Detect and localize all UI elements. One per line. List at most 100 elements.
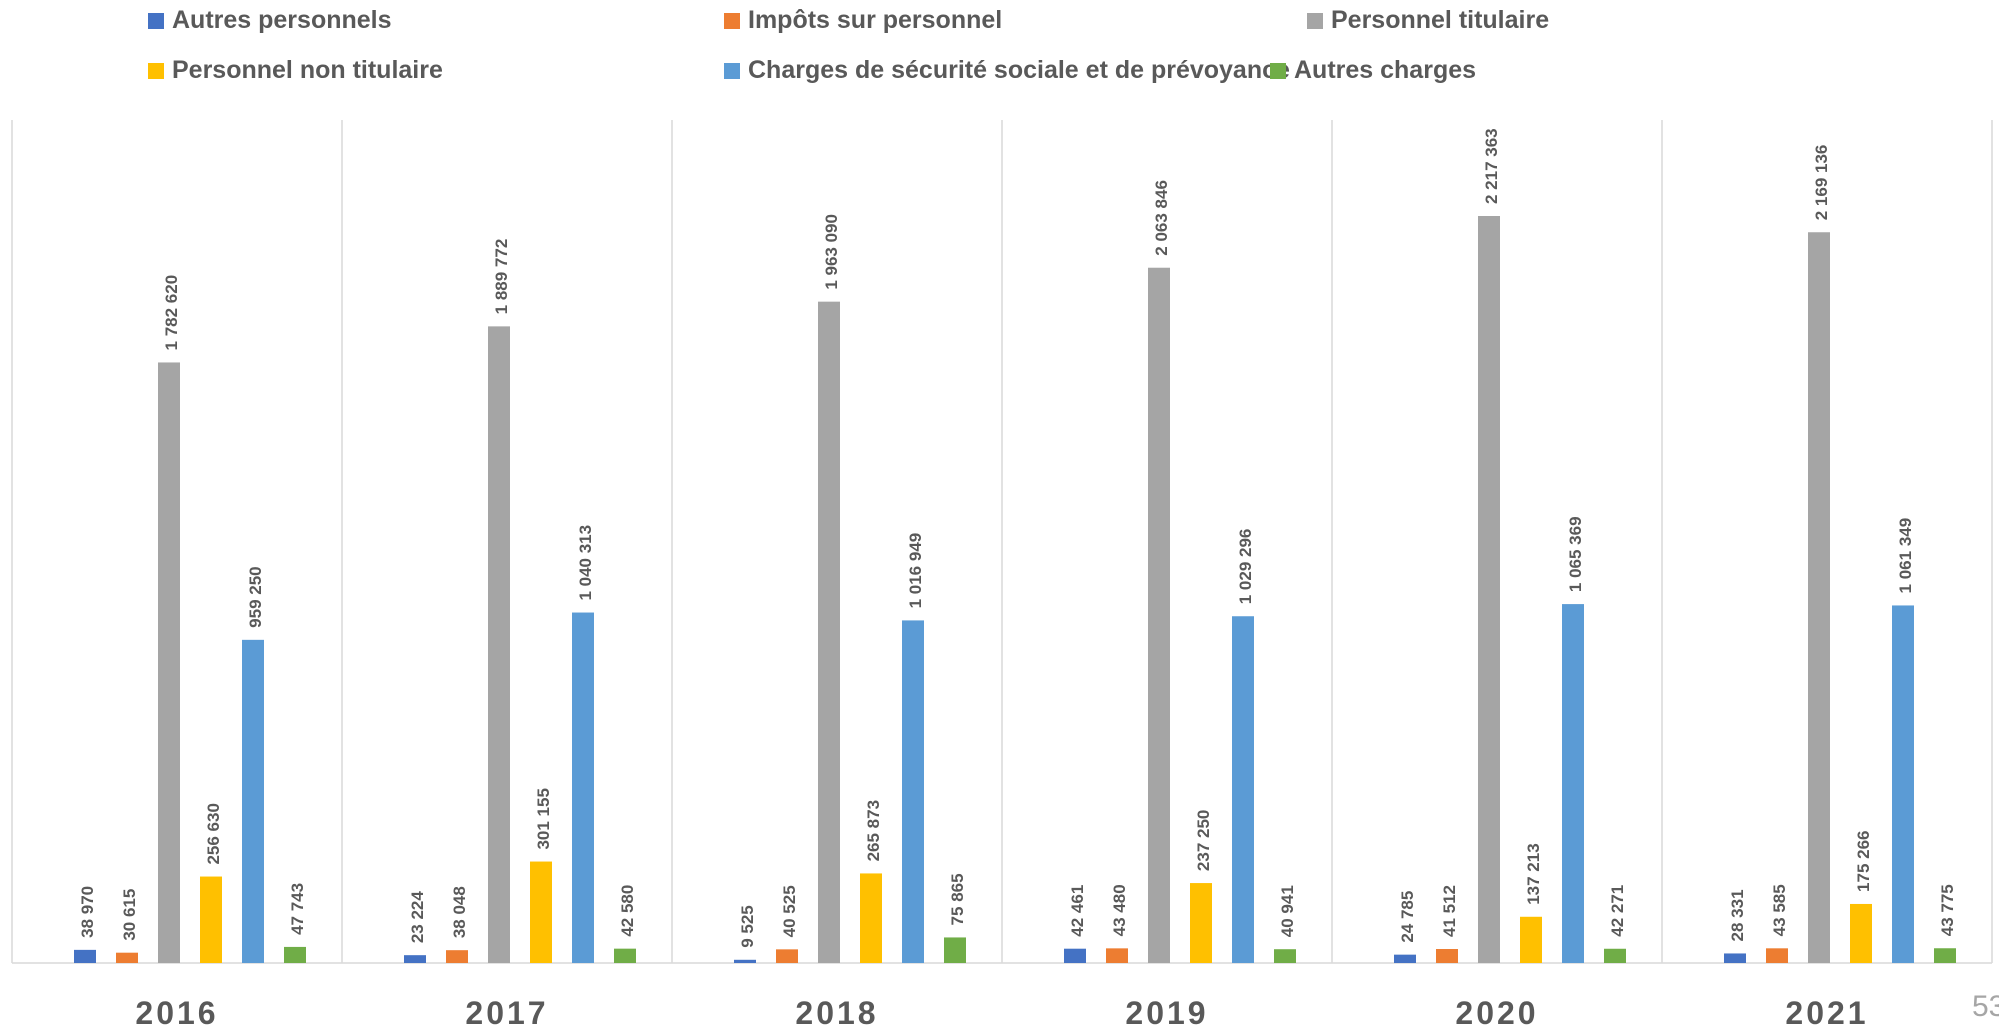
- bar: [446, 950, 468, 963]
- data-label: 40 941: [1278, 885, 1297, 937]
- data-label: 43 775: [1938, 884, 1957, 936]
- bar: [1436, 949, 1458, 963]
- bar: [530, 861, 552, 963]
- legend-item: Autres personnels: [148, 6, 392, 35]
- bar: [1064, 948, 1086, 963]
- legend-item: Personnel non titulaire: [148, 56, 443, 85]
- data-label: 42 580: [618, 885, 637, 937]
- data-label: 42 461: [1068, 885, 1087, 937]
- data-label: 1 889 772: [492, 239, 511, 315]
- x-tick-label: 2020: [1455, 995, 1538, 1029]
- bar: [776, 949, 798, 963]
- bar: [488, 326, 510, 963]
- data-label: 959 250: [246, 566, 265, 627]
- bar: [1478, 216, 1500, 963]
- legend-item: Impôts sur personnel: [724, 6, 1002, 35]
- bar: [1850, 903, 1872, 963]
- bar: [860, 873, 882, 963]
- data-label: 256 630: [204, 803, 223, 864]
- x-tick-label: 2016: [135, 995, 218, 1029]
- bar: [1148, 267, 1170, 963]
- bar: [404, 955, 426, 963]
- data-label: 1 061 349: [1896, 518, 1915, 594]
- data-label: 75 865: [948, 873, 967, 925]
- legend-item: Charges de sécurité sociale et de prévoy…: [724, 56, 1290, 85]
- bar: [158, 362, 180, 963]
- bar: [74, 949, 96, 963]
- bar: [734, 959, 756, 963]
- data-label: 2 169 136: [1812, 145, 1831, 221]
- data-label: 1 782 620: [162, 275, 181, 351]
- data-label: 1 065 369: [1566, 516, 1585, 592]
- data-label: 30 615: [120, 889, 139, 941]
- legend-swatch: [724, 12, 740, 29]
- x-tick-label: 2021: [1785, 995, 1868, 1029]
- bar: [1934, 948, 1956, 963]
- bar: [1232, 616, 1254, 963]
- data-label: 24 785: [1398, 891, 1417, 943]
- bar: [944, 937, 966, 963]
- data-label: 1 963 090: [822, 214, 841, 290]
- data-label: 41 512: [1440, 885, 1459, 937]
- bar: [1766, 948, 1788, 963]
- data-label: 1 029 296: [1236, 529, 1255, 605]
- bar: [284, 946, 306, 963]
- bar: [116, 952, 138, 963]
- legend: Autres personnels Impôts sur personnel Per…: [0, 0, 1999, 110]
- data-label: 38 048: [450, 886, 469, 938]
- data-label: 237 250: [1194, 810, 1213, 871]
- data-label: 301 155: [534, 788, 553, 849]
- bar: [1604, 948, 1626, 963]
- legend-swatch: [148, 12, 164, 29]
- legend-label: Charges de sécurité sociale et de prévoy…: [748, 56, 1290, 84]
- bar: [1190, 883, 1212, 963]
- bar: [572, 612, 594, 963]
- legend-label: Autres charges: [1294, 56, 1477, 84]
- bar: [242, 639, 264, 963]
- legend-item: Autres charges: [1270, 56, 1476, 85]
- data-label: 1 040 313: [576, 525, 595, 601]
- data-label: 47 743: [288, 883, 307, 935]
- data-label: 137 213: [1524, 843, 1543, 904]
- bar: [1520, 916, 1542, 963]
- bar: [1562, 604, 1584, 963]
- data-label: 9 525: [738, 905, 757, 948]
- legend-swatch: [1270, 62, 1286, 79]
- bar: [1274, 949, 1296, 963]
- bar: [1724, 953, 1746, 963]
- bar: [902, 620, 924, 963]
- legend-item: Personnel titulaire: [1307, 6, 1549, 35]
- bar: [1106, 948, 1128, 963]
- bar: [818, 301, 840, 963]
- bar: [1808, 232, 1830, 963]
- legend-swatch: [1307, 12, 1323, 29]
- data-label: 1 016 949: [906, 533, 925, 609]
- data-label: 43 480: [1110, 884, 1129, 936]
- bar: [614, 948, 636, 963]
- data-label: 265 873: [864, 800, 883, 861]
- legend-swatch: [724, 62, 740, 79]
- x-tick-label: 2017: [465, 995, 548, 1029]
- data-label: 38 970: [78, 886, 97, 938]
- bar: [1892, 605, 1914, 963]
- data-label: 43 585: [1770, 884, 1789, 936]
- legend-label: Impôts sur personnel: [748, 6, 1003, 34]
- data-label: 175 266: [1854, 831, 1873, 892]
- bar: [1394, 954, 1416, 963]
- x-tick-label: 2019: [1125, 995, 1208, 1029]
- data-label: 40 525: [780, 885, 799, 937]
- data-label: 28 331: [1728, 889, 1747, 941]
- data-label: 23 224: [408, 891, 427, 944]
- bar: [200, 876, 222, 963]
- legend-label: Autres personnels: [172, 6, 392, 34]
- data-label: 42 271: [1608, 885, 1627, 937]
- legend-label: Personnel titulaire: [1331, 6, 1550, 34]
- x-tick-label: 2018: [795, 995, 878, 1029]
- legend-swatch: [148, 62, 164, 79]
- data-label: 2 063 846: [1152, 180, 1171, 256]
- data-label: 2 217 363: [1482, 128, 1501, 204]
- legend-label: Personnel non titulaire: [172, 56, 443, 84]
- page-number: 53: [1972, 990, 1999, 1023]
